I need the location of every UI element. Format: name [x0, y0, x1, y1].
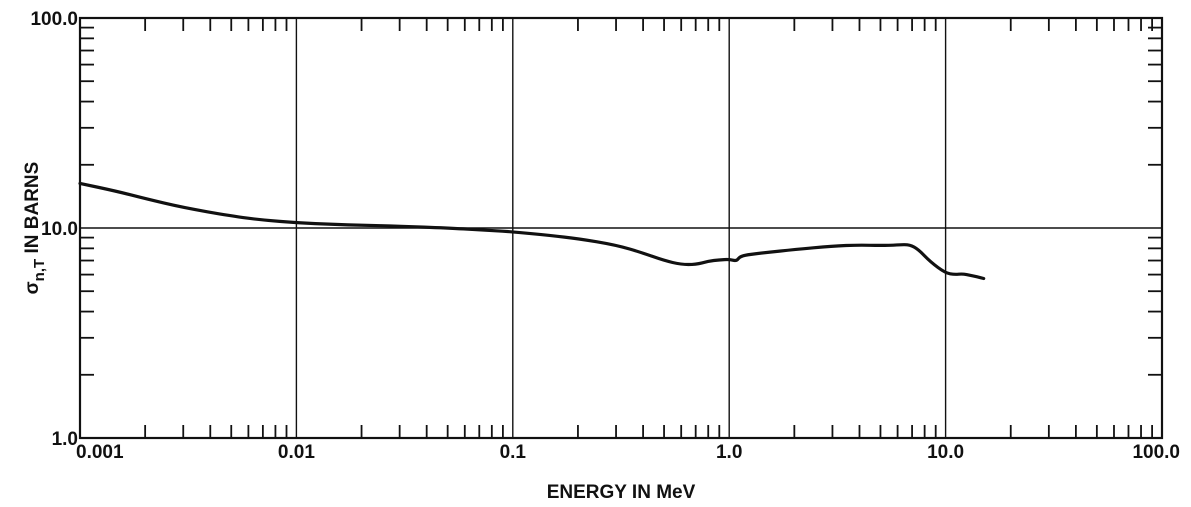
plot-frame — [78, 16, 1164, 440]
y-axis-title: IN BARNS — [22, 162, 43, 254]
x-tick-label: 1.0 — [716, 442, 742, 463]
y-axis-title-group: σn,T IN BARNS — [22, 162, 48, 295]
x-tick-label: 100.0 — [1132, 442, 1180, 463]
y-tick-label: 100.0 — [30, 9, 78, 30]
minor-ticks-layer — [80, 18, 1162, 438]
y-tick-labels: 1.0 10.0 100.0 — [30, 9, 78, 450]
y-axis-symbol: σ — [22, 281, 43, 294]
y-tick-label: 1.0 — [52, 429, 78, 450]
series-layer — [78, 181, 986, 281]
series-line — [78, 181, 986, 281]
grid-layer — [80, 18, 1162, 438]
svg-text:σn,T IN BARNS: σn,T IN BARNS — [22, 162, 48, 295]
x-tick-labels: 0.001 0.01 0.1 1.0 10.0 100.0 — [76, 442, 1180, 463]
x-tick-label: 0.1 — [500, 442, 527, 463]
x-axis-title: ENERGY IN MeV — [547, 482, 696, 503]
y-tick-label: 10.0 — [41, 219, 78, 240]
x-tick-label: 0.01 — [278, 442, 315, 463]
y-axis-subscript: n,T — [31, 259, 48, 282]
x-tick-label: 0.001 — [76, 442, 124, 463]
x-tick-label: 10.0 — [927, 442, 964, 463]
